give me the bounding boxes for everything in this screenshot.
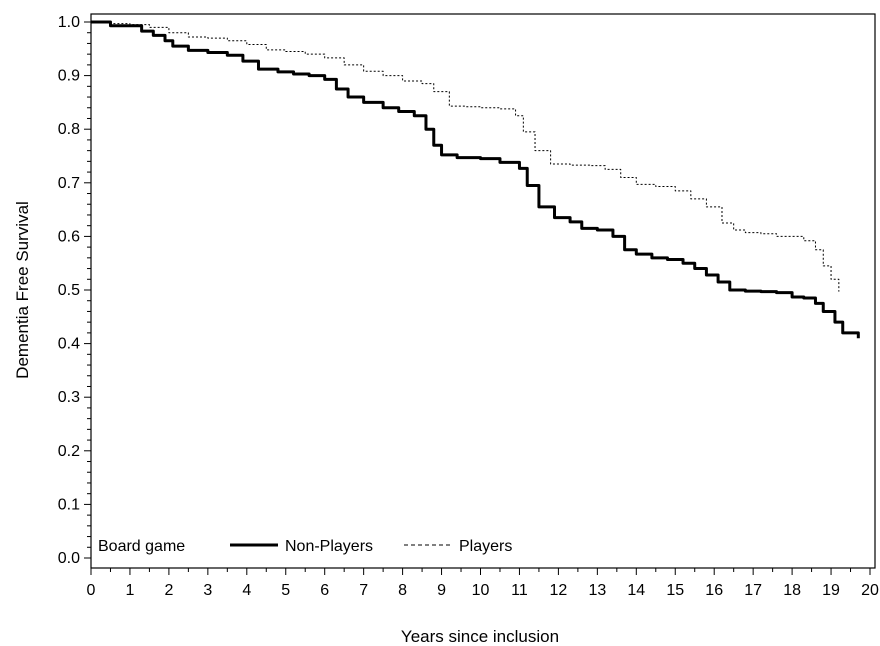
y-tick-label: 0.9 [58, 68, 80, 85]
x-tick-label: 16 [705, 582, 723, 599]
y-tick-label: 0.4 [58, 336, 80, 353]
y-tick-label: 0.2 [58, 443, 80, 460]
x-tick-label: 15 [666, 582, 684, 599]
x-tick-label: 5 [281, 582, 290, 599]
series-line-non-players [91, 20, 860, 339]
x-tick-label: 3 [203, 582, 212, 599]
y-tick-label: 0.6 [58, 228, 80, 245]
x-tick-label: 19 [822, 582, 840, 599]
x-tick-label: 17 [744, 582, 762, 599]
x-tick-label: 12 [550, 582, 568, 599]
x-tick-label: 4 [242, 582, 251, 599]
legend-label-non-players: Non-Players [285, 538, 373, 555]
plot-frame [90, 13, 876, 569]
y-tick-label: 0.0 [58, 550, 80, 567]
x-tick-label: 6 [320, 582, 329, 599]
y-tick-label: 0.8 [58, 121, 80, 138]
y-tick-label: 0.1 [58, 496, 80, 513]
y-axis-title: Dementia Free Survival [13, 201, 32, 379]
series-layer [91, 20, 860, 339]
x-axis-title: Years since inclusion [401, 627, 559, 646]
x-tick-label: 18 [783, 582, 801, 599]
x-tick-label: 8 [398, 582, 407, 599]
x-tick-label: 14 [627, 582, 645, 599]
legend-title: Board game [98, 538, 185, 555]
y-tick-label: 0.3 [58, 389, 80, 406]
x-tick-label: 10 [472, 582, 490, 599]
x-axis: 0 1 2 3 4 5 6 7 8 9 10 11 12 13 14 15 16 17 18 19 20 [87, 568, 879, 599]
y-tick-label: 0.7 [58, 175, 80, 192]
y-tick-label: 0.5 [58, 282, 80, 299]
x-tick-label: 20 [861, 582, 879, 599]
legend-label-players: Players [459, 538, 512, 555]
y-axis: 0.0 0.1 0.2 0.3 0.4 0.5 0.6 0.7 0.8 0.9 1.0 [58, 14, 91, 567]
x-tick-label: 11 [511, 582, 528, 599]
y-tick-label: 1.0 [58, 14, 80, 31]
series-line-players [91, 21, 840, 292]
legend: Board game Non-Players Players [98, 538, 512, 555]
x-tick-label: 7 [359, 582, 368, 599]
x-tick-label: 0 [87, 582, 96, 599]
x-tick-label: 13 [588, 582, 606, 599]
x-tick-label: 1 [125, 582, 134, 599]
x-tick-label: 9 [437, 582, 446, 599]
x-tick-label: 2 [164, 582, 173, 599]
